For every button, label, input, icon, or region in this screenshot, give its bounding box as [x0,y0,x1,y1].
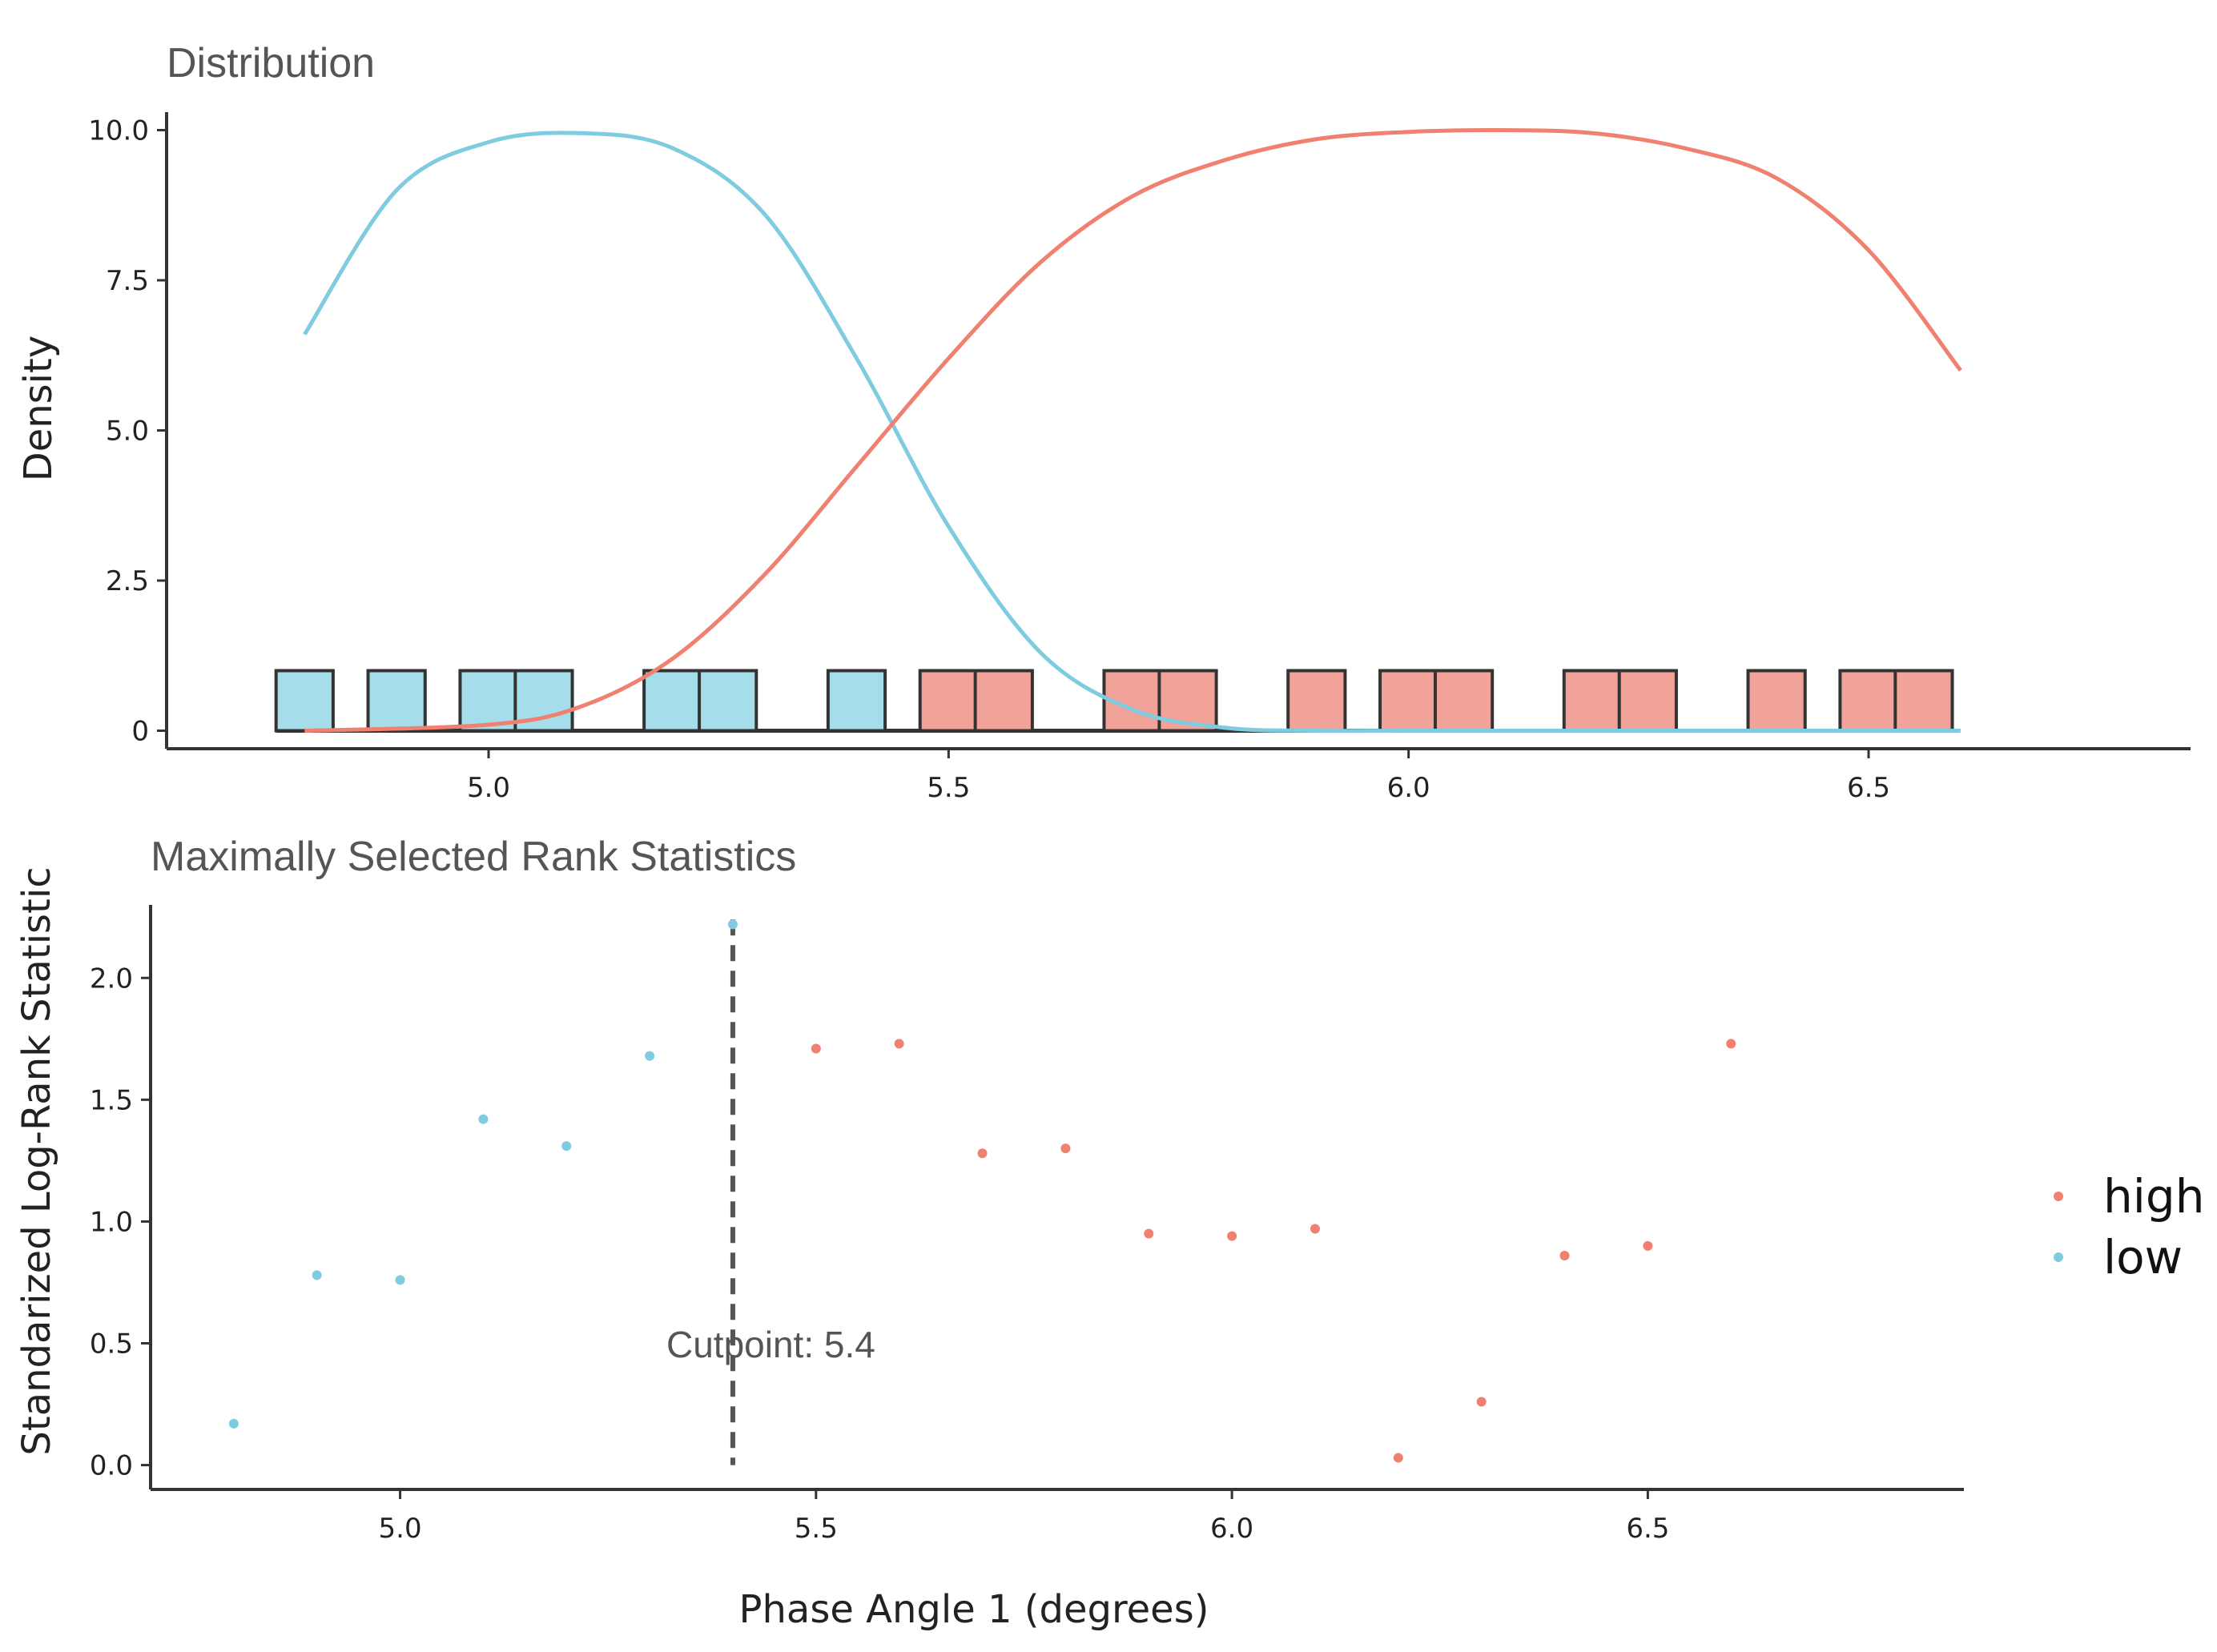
point-low-2 [312,1270,322,1280]
phase-angle-axis-label: Phase Angle 1 (degrees) [739,1587,1209,1632]
legend-high-label: high [2103,1169,2204,1224]
rug-box-high-7 [1433,669,1495,733]
density-y-tick-label: 7.5 [106,265,149,297]
distribution-title: Distribution [167,40,375,86]
rug-box-high-5 [1286,669,1347,733]
logrank-x-tick-label: 5.5 [795,1513,838,1545]
logrank-y-tick-label: 2.0 [90,963,133,995]
density-curve-high [304,127,1962,733]
point-high-6 [1227,1231,1237,1241]
rug-box-low-6 [698,669,758,733]
density-curve-low [303,131,1961,734]
density-y-tick-label: 10.0 [88,115,149,147]
cutpoint-annotation: Cutpoint: 5.4 [666,1324,875,1365]
rug-box-high-6 [1378,669,1439,733]
point-high-2 [894,1039,904,1049]
point-high-4 [1060,1144,1071,1154]
point-high-10 [1559,1251,1570,1260]
logrank-x-tick-label: 5.0 [379,1513,422,1545]
point-high-5 [1144,1228,1154,1239]
density-y-tick-label: 5.0 [106,416,149,448]
logrank-y-tick-label: 0.5 [90,1328,133,1361]
point-high-1 [811,1043,821,1054]
point-low-7 [727,919,738,930]
logrank-y-tick-label: 1.5 [90,1084,133,1116]
point-low-3 [395,1275,405,1285]
logrank-y-tick-label: 0.0 [90,1450,133,1482]
density-x-tick-label: 6.5 [1847,772,1890,804]
rug-box-high-12 [1893,669,1954,733]
rug-box-high-8 [1562,669,1623,733]
point-low-6 [645,1051,655,1061]
rank-statistics-panel: Maximally Selected Rank Statistics Stand… [14,834,1964,1632]
logrank-x-tick-label: 6.0 [1210,1513,1253,1545]
point-low-5 [561,1141,572,1152]
point-high-11 [1643,1240,1653,1251]
point-low-4 [478,1114,489,1124]
point-high-12 [1726,1039,1736,1049]
point-high-8 [1393,1453,1403,1463]
point-high-3 [977,1148,988,1159]
rug-box-high-1 [918,669,979,733]
density-y-tick-label: 2.5 [106,565,149,597]
logrank-x-tick-label: 6.5 [1626,1513,1669,1545]
rug-box-low-5 [642,669,703,733]
rug-box-low-1 [274,669,335,733]
legend-low-marker [2054,1252,2063,1262]
rug-box-high-10 [1746,669,1807,733]
logrank-axis-label: Standarized Log-Rank Statistic [14,866,59,1455]
density-axis-label: Density [16,336,61,481]
density-y-tick-label: 0 [131,716,149,748]
point-low-1 [228,1418,239,1429]
point-high-7 [1310,1224,1320,1234]
rank-statistics-title: Maximally Selected Rank Statistics [151,834,796,880]
rug-box-high-2 [973,669,1034,733]
rug-box-high-11 [1838,669,1899,733]
legend-high-marker [2054,1192,2063,1201]
density-x-tick-label: 5.0 [467,772,510,804]
distribution-panel: Distribution Density 0 2.5 5.0 7.5 10.0 5.0 5.… [16,40,2191,804]
point-high-9 [1476,1397,1487,1407]
rug-box-high-9 [1617,669,1678,733]
legend: high low [2054,1169,2204,1284]
rug-box-low-2 [366,669,427,733]
logrank-y-tick-label: 1.0 [90,1206,133,1238]
density-x-tick-label: 6.0 [1387,772,1430,804]
density-x-tick-label: 5.5 [927,772,970,804]
legend-low-label: low [2103,1230,2183,1284]
rug-box-low-7 [826,669,887,733]
